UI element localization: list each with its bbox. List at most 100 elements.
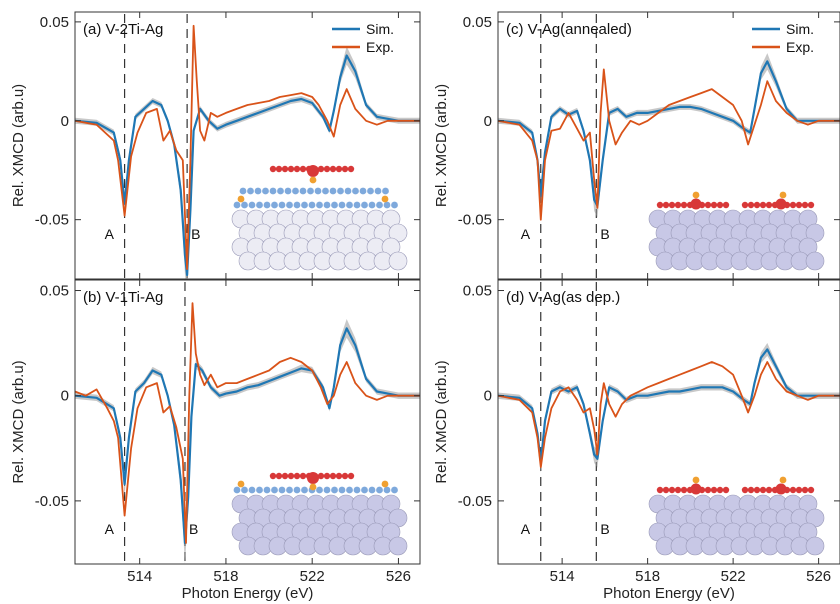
x-tick-label: 522 — [721, 568, 746, 585]
red-atom — [789, 486, 797, 494]
panel-title: (d) V-Ag(as dep.) — [506, 289, 620, 306]
sim-series-line — [75, 54, 420, 277]
blue-atom — [338, 201, 346, 209]
blue-atom — [293, 486, 301, 494]
gold-atom — [309, 483, 317, 491]
red-atom — [287, 165, 295, 173]
marker-label-B: B — [189, 521, 198, 537]
blue-atom — [368, 201, 376, 209]
blue-atom — [292, 187, 299, 195]
sim-uncertainty-band — [498, 342, 840, 473]
marker-label-A: A — [521, 226, 531, 242]
red-atom — [759, 201, 767, 209]
y-tick-label: 0 — [61, 388, 69, 405]
structure-inset — [648, 476, 825, 556]
red-atom — [269, 165, 277, 173]
red-atom — [281, 472, 289, 480]
red-atom — [335, 472, 343, 480]
structure-inset — [231, 472, 408, 556]
blue-atom — [383, 486, 391, 494]
red-atom — [801, 201, 809, 209]
red-atom — [704, 201, 712, 209]
y-axis-title: Rel. XMCD (arb.u) — [433, 360, 450, 483]
blue-atom — [323, 201, 331, 209]
blue-atom — [284, 187, 292, 195]
x-tick-label: 518 — [213, 568, 238, 585]
blue-atom — [241, 486, 248, 494]
y-tick-label: -0.05 — [35, 493, 69, 510]
red-atom — [795, 201, 803, 209]
legend-label: Sim. — [366, 21, 394, 37]
blue-atom — [367, 187, 374, 195]
red-atom — [269, 472, 277, 480]
y-tick-label: 0 — [484, 113, 492, 130]
blue-atom — [233, 486, 241, 494]
red-atom — [722, 486, 730, 494]
blue-atom — [359, 187, 367, 195]
blue-atom — [323, 486, 331, 494]
marker-label-A: A — [521, 521, 531, 537]
gold-atom — [381, 195, 389, 203]
panel-title: (a) V-2Ti-Ag — [83, 21, 163, 38]
blue-atom — [353, 201, 361, 209]
blue-atom — [346, 486, 353, 494]
marker-label-A: A — [105, 226, 115, 242]
red-atom — [765, 201, 773, 209]
x-tick-label: 526 — [806, 568, 831, 585]
blue-atom — [278, 201, 286, 209]
blue-atom — [314, 187, 322, 195]
blue-atom — [239, 187, 247, 195]
plot-area — [75, 282, 420, 564]
red-atom — [341, 165, 349, 173]
exp-series-line — [75, 302, 420, 544]
y-tick-label: -0.05 — [35, 212, 69, 229]
sim-uncertainty-band — [498, 53, 840, 218]
x-tick-label: 514 — [127, 568, 152, 585]
blue-atom — [344, 187, 352, 195]
exp-series-line — [498, 68, 840, 221]
x-axis-title: Photon Energy (eV) — [182, 585, 314, 602]
blue-atom — [254, 187, 262, 195]
y-tick-label: 0.05 — [40, 14, 69, 31]
y-axis-title: Rel. XMCD (arb.u) — [10, 84, 27, 207]
red-atom — [801, 486, 809, 494]
red-atom — [753, 486, 761, 494]
axes-frame — [497, 279, 840, 565]
plot-area — [498, 14, 840, 279]
substrate-atom — [805, 251, 825, 271]
red-atom — [293, 472, 301, 480]
panel-b: A B 0.05 0 -0.05 514 518 522 526 (b) V-1Ti-Ag Phot… — [10, 279, 421, 602]
blue-atom — [353, 486, 361, 494]
blue-atom — [307, 187, 314, 195]
red-atom — [299, 472, 307, 480]
x-tick-label: 522 — [300, 568, 325, 585]
red-atom — [275, 472, 283, 480]
y-tick-label: 0.05 — [463, 14, 492, 31]
y-axis-title: Rel. XMCD (arb.u) — [10, 360, 27, 483]
substrate-atom — [388, 536, 408, 556]
y-tick-label: -0.05 — [458, 212, 492, 229]
sim-series-line — [498, 60, 840, 207]
substrate-atom — [805, 536, 825, 556]
blue-atom — [376, 201, 383, 209]
exp-series-line — [75, 24, 420, 271]
structure-inset — [648, 191, 825, 271]
sim-series-line — [75, 327, 420, 545]
y-tick-label: 0 — [61, 113, 69, 130]
red-atom — [323, 165, 331, 173]
blue-atom — [262, 187, 269, 195]
blue-atom — [376, 486, 383, 494]
blue-atom — [383, 201, 391, 209]
blue-atom — [277, 187, 284, 195]
red-atom — [347, 472, 355, 480]
red-center-atom — [775, 198, 787, 210]
red-atom — [710, 486, 718, 494]
blue-atom — [271, 486, 278, 494]
red-atom — [335, 165, 343, 173]
red-atom — [674, 486, 682, 494]
blue-atom — [233, 201, 241, 209]
sim-series-line — [498, 348, 840, 465]
blue-atom — [346, 201, 353, 209]
red-atom — [680, 201, 688, 209]
